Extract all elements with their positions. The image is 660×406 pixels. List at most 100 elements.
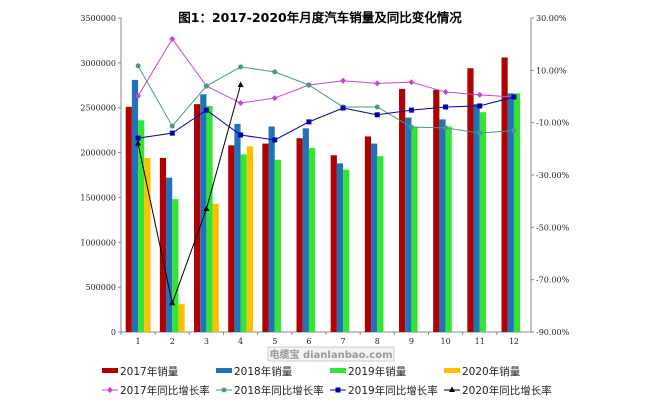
- point-2017年同比增长率: [135, 92, 142, 99]
- x-tick-label: 12: [509, 337, 519, 346]
- point-2020年同比增长率: [169, 299, 176, 306]
- line-2018年同比增长率: [137, 65, 514, 134]
- point-2017年同比增长率: [476, 91, 483, 98]
- legend-marker: [221, 387, 227, 393]
- bar-2017年销量: [330, 155, 337, 332]
- point-2017年同比增长率: [271, 95, 278, 102]
- point-2018年同比增长率: [374, 104, 380, 110]
- point-2019年同比增长率: [443, 104, 449, 110]
- left-tick-label: 2000000: [80, 149, 116, 158]
- point-2020年同比增长率: [203, 205, 210, 212]
- point-2020年同比增长率: [237, 81, 244, 87]
- bar-2018年销量: [507, 93, 514, 332]
- bar-2017年销量: [262, 143, 269, 332]
- legend-swatch: [216, 368, 232, 373]
- point-2019年同比增长率: [238, 132, 244, 138]
- bar-2019年销量: [445, 126, 452, 332]
- bar-2019年销量: [343, 169, 350, 332]
- point-2019年同比增长率: [272, 137, 278, 143]
- left-tick-label: 1500000: [80, 193, 116, 202]
- bar-2018年销量: [473, 104, 480, 332]
- point-2019年同比增长率: [511, 94, 517, 100]
- point-2017年同比增长率: [408, 79, 415, 86]
- bar-2020年销量: [246, 146, 253, 332]
- bar-2020年销量: [212, 203, 219, 332]
- point-2017年同比增长率: [237, 100, 244, 107]
- bar-2020年销量: [178, 304, 185, 332]
- bar-2020年销量: [144, 157, 151, 332]
- x-tick-label: 1: [136, 337, 141, 346]
- bar-2017年销量: [296, 138, 303, 332]
- point-2017年同比增长率: [169, 35, 176, 42]
- point-2017年同比增长率: [442, 89, 449, 96]
- bar-2019年销量: [274, 159, 281, 332]
- point-2020年同比增长率: [135, 140, 142, 146]
- x-tick-label: 9: [409, 337, 414, 346]
- x-tick-label: 11: [475, 337, 485, 346]
- legend-label: 2019年同比增长率: [348, 384, 438, 397]
- bar-2019年销量: [138, 120, 145, 332]
- point-2019年同比增长率: [306, 119, 312, 125]
- point-2018年同比增长率: [443, 125, 449, 131]
- watermark-text: 电缆宝 dianlanbao.com: [269, 348, 392, 361]
- legend-marker: [449, 386, 455, 392]
- x-tick-label: 8: [375, 337, 380, 346]
- x-tick-label: 10: [440, 337, 450, 346]
- x-tick-label: 7: [341, 337, 346, 346]
- bar-2017年销量: [194, 104, 201, 332]
- point-2018年同比增长率: [169, 123, 175, 129]
- legend-label: 2017年销量: [120, 365, 179, 378]
- bar-2017年销量: [399, 88, 406, 332]
- left-tick-label: 2500000: [80, 104, 116, 113]
- x-tick-label: 4: [238, 337, 243, 346]
- legend-label: 2019年销量: [348, 365, 407, 378]
- point-2019年同比增长率: [408, 107, 414, 113]
- bar-2017年销量: [125, 106, 132, 333]
- point-2019年同比增长率: [203, 107, 209, 113]
- point-2018年同比增长率: [511, 128, 517, 134]
- legend-swatch: [444, 368, 460, 373]
- bar-2019年销量: [377, 156, 384, 332]
- x-tick-label: 3: [204, 337, 209, 346]
- right-tick-label: 10.00%: [536, 66, 567, 75]
- point-2019年同比增长率: [477, 103, 483, 109]
- legend-swatch: [102, 368, 118, 373]
- point-2018年同比增长率: [238, 64, 244, 70]
- x-tick-label: 6: [306, 337, 311, 346]
- point-2018年同比增长率: [306, 82, 312, 88]
- right-tick-label: -70.00%: [536, 276, 570, 285]
- legend-swatch: [330, 368, 346, 373]
- bar-2019年销量: [206, 105, 213, 332]
- bar-2019年销量: [411, 126, 418, 332]
- point-2019年同比增长率: [135, 135, 141, 141]
- left-tick-label: 3000000: [80, 59, 116, 68]
- legend-label: 2020年销量: [462, 365, 521, 378]
- bar-2019年销量: [479, 112, 486, 332]
- line-2019年同比增长率: [138, 96, 515, 141]
- bar-2018年销量: [234, 123, 241, 332]
- point-2019年同比增长率: [169, 130, 175, 136]
- bar-2017年销量: [501, 57, 508, 333]
- legend-marker: [107, 387, 113, 393]
- bar-2019年销量: [172, 199, 179, 332]
- point-2018年同比增长率: [203, 83, 209, 89]
- bar-2018年销量: [200, 94, 207, 332]
- point-2018年同比增长率: [272, 69, 278, 75]
- chart-title: 图1：2017-2020年月度汽车销量及同比变化情况: [178, 10, 462, 25]
- legend-label: 2020年同比增长率: [462, 384, 552, 397]
- point-2019年同比增长率: [374, 112, 380, 118]
- legend-marker: [335, 387, 341, 393]
- point-2017年同比增长率: [340, 77, 347, 84]
- x-tick-label: 2: [170, 337, 175, 346]
- bar-2017年销量: [467, 68, 474, 333]
- bar-2018年销量: [405, 117, 412, 332]
- bar-2017年销量: [159, 157, 167, 332]
- x-tick-label: 5: [272, 337, 277, 346]
- bar-2018年销量: [439, 119, 446, 333]
- right-tick-label: 30.00%: [536, 14, 567, 23]
- bar-2019年销量: [513, 93, 521, 332]
- bar-2017年销量: [364, 136, 372, 332]
- bar-2018年销量: [371, 143, 378, 332]
